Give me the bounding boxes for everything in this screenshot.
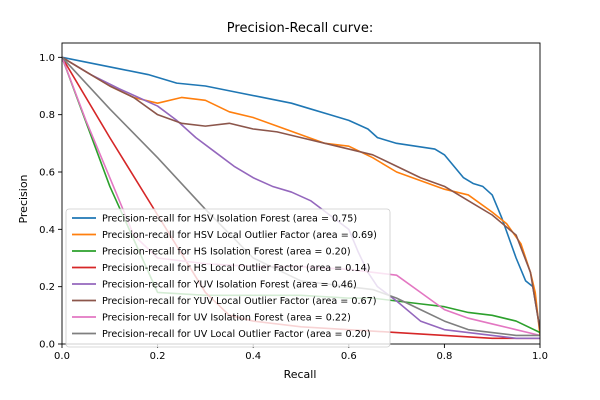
series-line-5	[62, 56, 540, 340]
legend-entry-2: Precision-recall for HSV Local Outlier F…	[102, 230, 377, 241]
legend-entry-6: Precision-recall for YUV Local Outlier F…	[102, 296, 377, 307]
legend-entry-8: Precision-recall for UV Local Outlier Fa…	[102, 329, 371, 340]
y-tick-label: 0.2	[39, 282, 55, 293]
legend-entry-5: Precision-recall for YUV Isolation Fores…	[102, 280, 357, 291]
legend-entry-3: Precision-recall for HS Isolation Forest…	[102, 247, 351, 258]
series-line-6	[62, 56, 540, 330]
x-tick-label: 0.0	[54, 351, 70, 362]
x-tick-label: 0.8	[436, 351, 452, 362]
legend-entry-4: Precision-recall for HS Local Outlier Fa…	[102, 263, 370, 274]
y-tick-label: 0.8	[39, 110, 55, 121]
legend-entry-1: Precision-recall for HSV Isolation Fores…	[102, 214, 357, 225]
y-tick-label: 1.0	[39, 53, 55, 64]
series-line-1	[62, 56, 540, 330]
legend-entry-7: Precision-recall for UV Isolation Forest…	[102, 313, 351, 324]
x-tick-label: 0.2	[150, 351, 166, 362]
y-tick-label: 0.0	[39, 340, 55, 351]
y-tick-label: 0.4	[39, 225, 55, 236]
legend-box	[65, 208, 391, 348]
x-tick-label: 0.6	[341, 351, 357, 362]
x-tick-label: 1.0	[532, 351, 548, 362]
x-tick-label: 0.4	[245, 351, 261, 362]
x-axis-label: Recall	[284, 368, 317, 381]
legend: Precision-recall for HSV Isolation Fores…	[65, 208, 391, 348]
chart-title: Precision-Recall curve:	[227, 21, 373, 36]
series-line-2	[62, 56, 540, 336]
y-axis-label: Precision	[17, 174, 30, 223]
y-tick-label: 0.6	[39, 168, 55, 179]
